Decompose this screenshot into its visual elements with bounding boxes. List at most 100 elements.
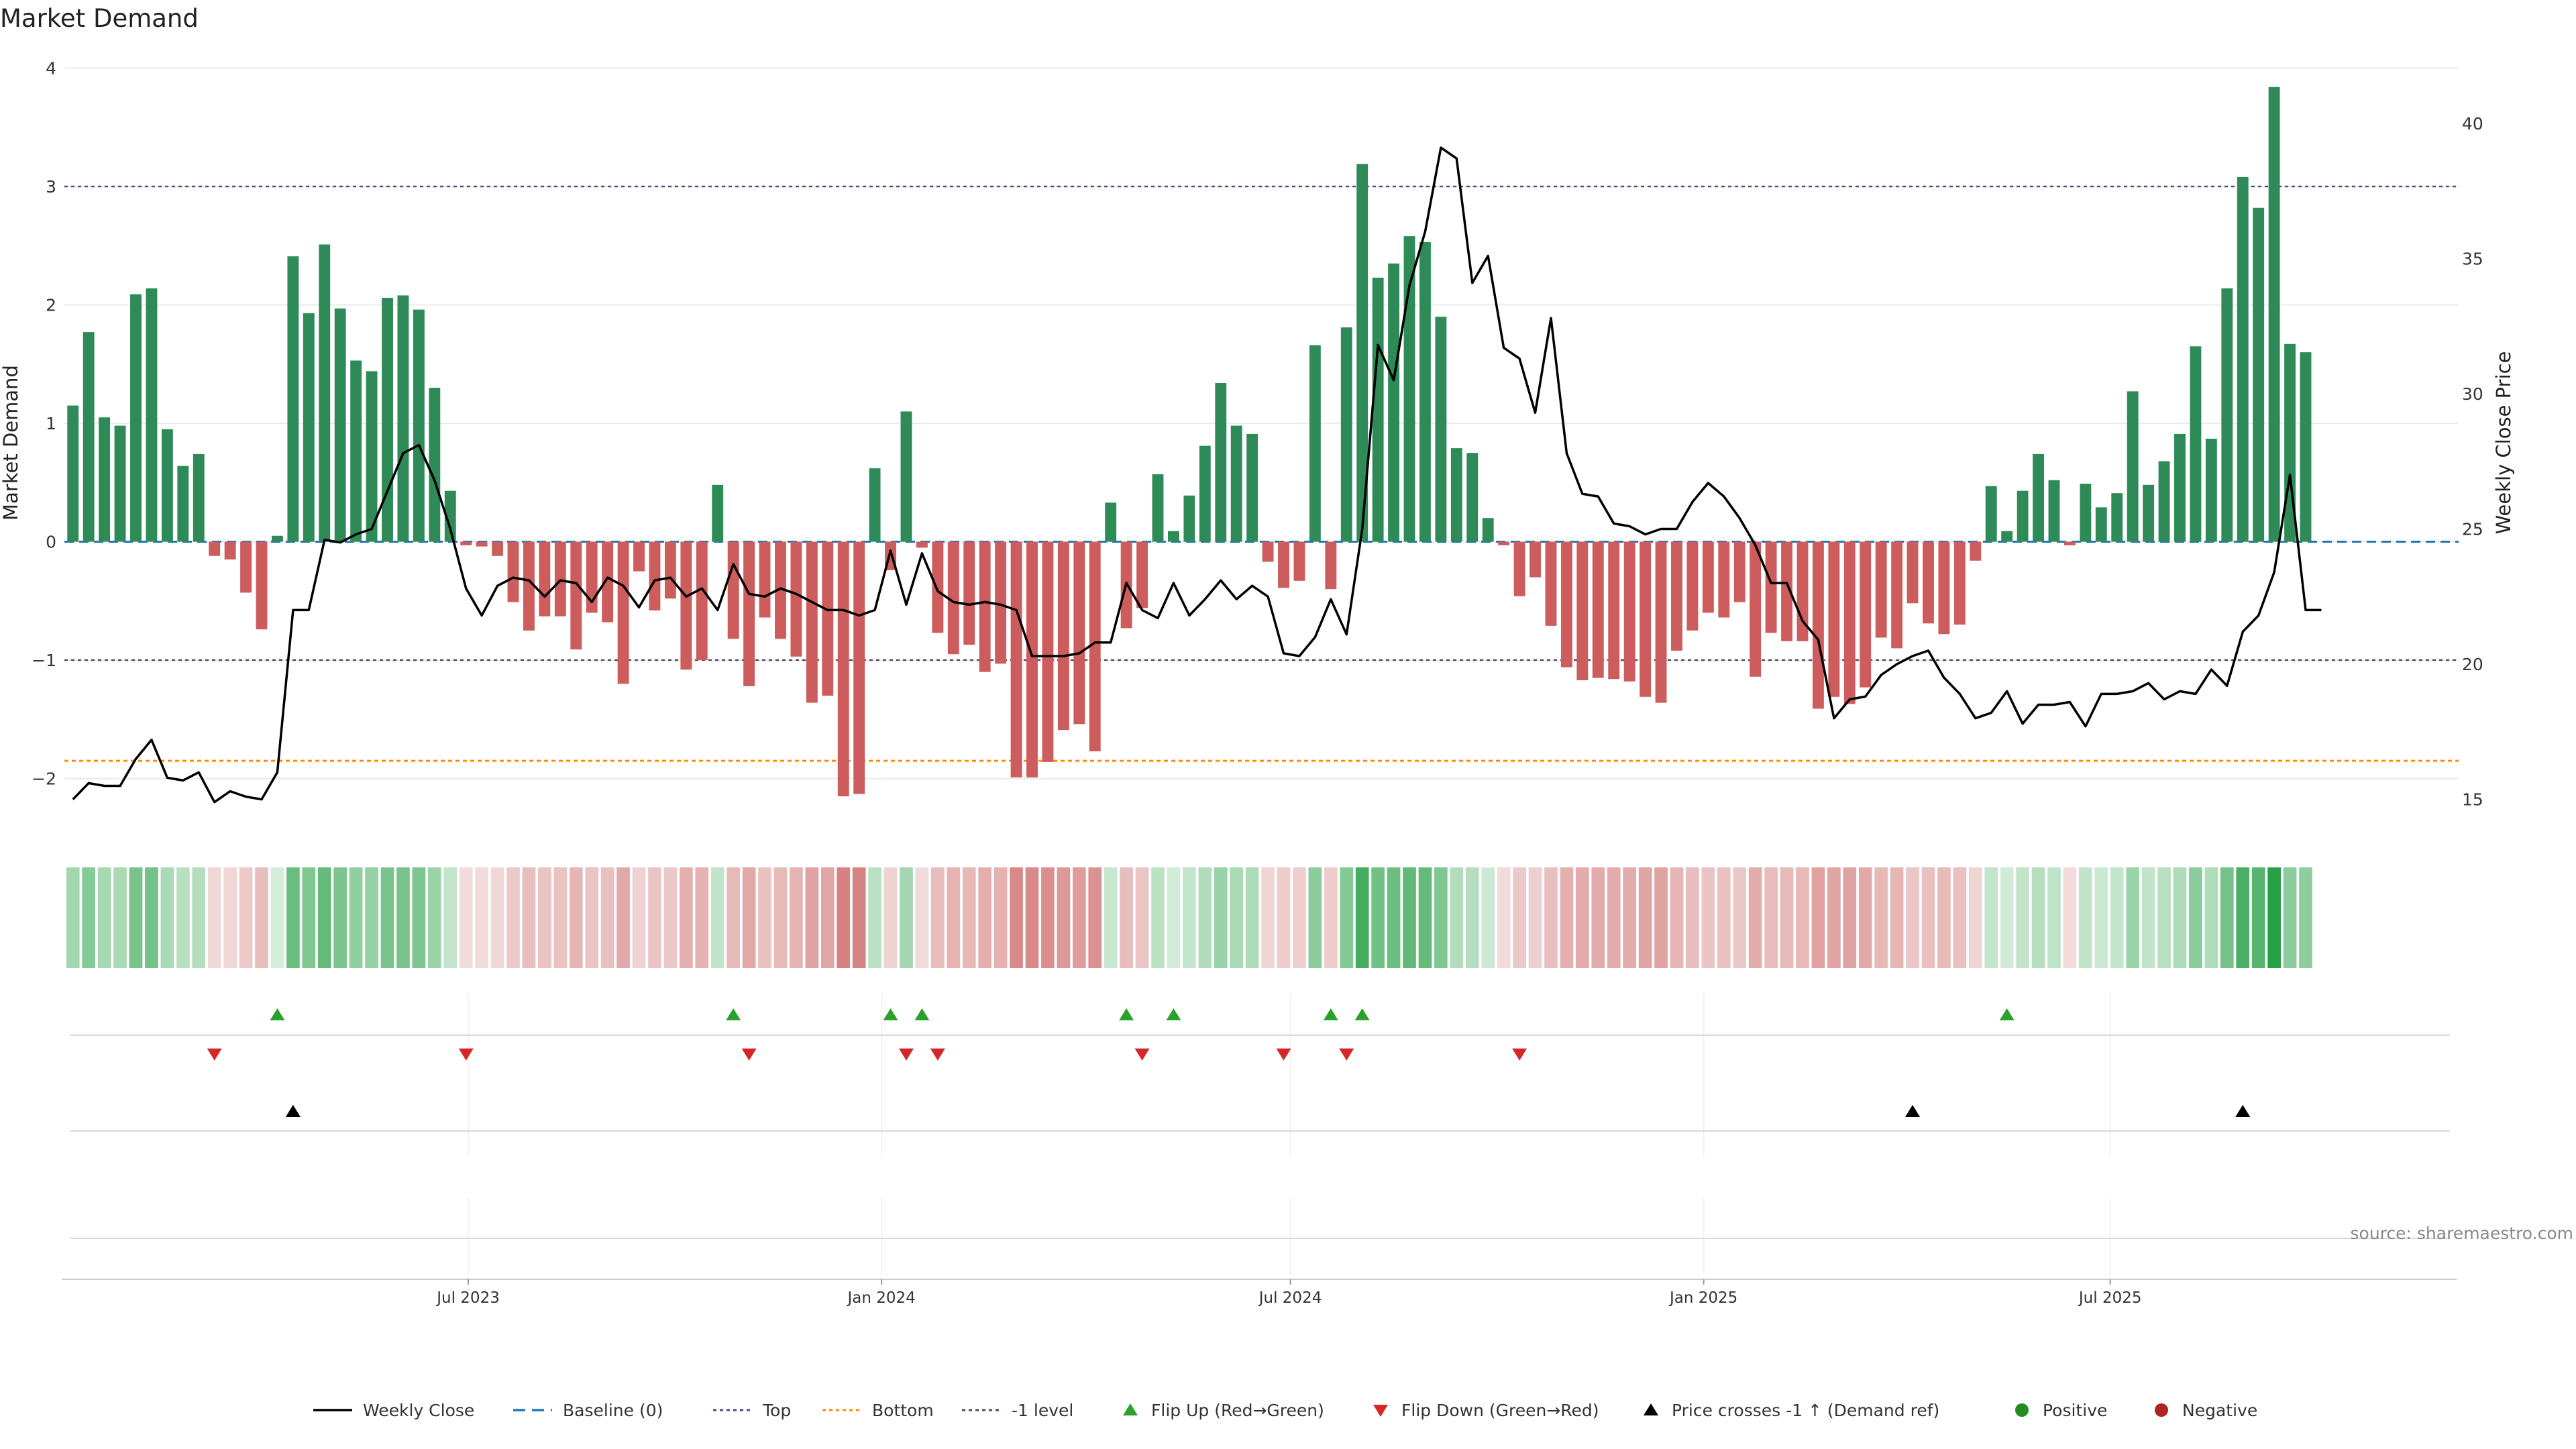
heat-cell <box>994 867 1008 968</box>
y-axis-label: Market Demand <box>0 365 22 521</box>
demand-bar <box>2127 391 2139 542</box>
flip-up-marker <box>914 1008 930 1020</box>
demand-bar <box>1891 541 1903 649</box>
demand-bar <box>1718 541 1730 618</box>
demand-bar <box>979 541 991 672</box>
legend-label: Price crosses -1 ↑ (Demand ref) <box>1672 1401 1939 1420</box>
demand-bar <box>444 490 456 542</box>
demand-bar <box>429 388 441 542</box>
heat-cell <box>1151 867 1165 968</box>
legend-label: Weekly Close <box>363 1401 474 1420</box>
weekly-close-line <box>72 146 2322 804</box>
legend-label: Negative <box>2182 1401 2257 1420</box>
heat-cell <box>1638 867 1652 968</box>
heat-cell <box>742 867 756 968</box>
heat-cell <box>1796 867 1809 968</box>
price-line-group <box>72 146 2322 804</box>
demand-bar <box>1781 541 1792 641</box>
y2-tick-label: 20 <box>2462 655 2483 674</box>
heat-cell <box>490 867 504 968</box>
heat-cell <box>380 867 394 968</box>
demand-bar <box>382 297 393 542</box>
heat-cell <box>1748 867 1762 968</box>
legend-symbol-negative <box>2155 1403 2168 1417</box>
y-tick-label: −2 <box>32 769 56 789</box>
flip-down-marker <box>741 1049 757 1061</box>
heat-cell <box>2016 867 2029 968</box>
legend-symbol-flip-down <box>1373 1405 1388 1417</box>
demand-bar <box>900 411 912 542</box>
demand-bar <box>1246 433 1258 542</box>
heat-cell <box>978 867 992 968</box>
demand-bar <box>696 541 708 661</box>
demand-bar <box>1513 541 1525 596</box>
flip-down-marker <box>1276 1049 1291 1061</box>
demand-bar <box>1152 474 1164 542</box>
y2-tick-label: 25 <box>2462 520 2483 539</box>
demand-bar <box>319 244 331 542</box>
y-tick-label: 1 <box>46 414 56 433</box>
heat-cell <box>2047 867 2061 968</box>
legend-symbol-positive <box>2015 1403 2029 1417</box>
flip-up-marker <box>726 1008 741 1020</box>
demand-bar <box>1750 541 1762 677</box>
heat-cell <box>1450 867 1464 968</box>
heat-cell <box>2063 867 2077 968</box>
demand-bar <box>2080 484 2092 542</box>
demand-bar <box>995 541 1007 664</box>
demand-bar <box>1403 236 1415 542</box>
legend-label: Flip Down (Green→Red) <box>1401 1401 1599 1420</box>
demand-bar <box>1529 541 1541 578</box>
flip-up-marker <box>1999 1008 2015 1020</box>
demand-bar <box>1545 541 1557 626</box>
heat-cell <box>648 867 661 968</box>
heat-cell <box>1057 867 1071 968</box>
heat-cell <box>1874 867 1888 968</box>
demand-bar <box>2174 433 2186 542</box>
heat-cell <box>97 867 111 968</box>
demand-bar <box>822 541 834 696</box>
heat-cell <box>1183 867 1196 968</box>
demand-bar <box>2001 531 2013 542</box>
demand-bar <box>1057 541 1069 731</box>
heat-cell <box>900 867 913 968</box>
flip-up-marker <box>883 1008 898 1020</box>
heat-cell <box>1591 867 1605 968</box>
heat-cell <box>820 867 835 968</box>
heat-cell <box>2094 867 2108 968</box>
price-cross-marker <box>2235 1105 2251 1117</box>
heat-cell <box>2031 867 2045 968</box>
heat-cell <box>883 867 898 968</box>
demand-bar <box>2033 453 2044 542</box>
legend-label: Top <box>762 1401 791 1420</box>
heat-cell <box>868 867 881 968</box>
demand-bar <box>240 541 252 593</box>
demand-bar <box>146 288 158 542</box>
demand-bar <box>947 541 959 655</box>
demand-bar <box>727 541 739 639</box>
legend-symbol-price-cross <box>1644 1403 1658 1415</box>
legend-label: -1 level <box>1012 1401 1073 1420</box>
y-tick-label: −1 <box>32 651 56 670</box>
demand-bar <box>2237 176 2249 542</box>
heat-cell <box>1497 867 1511 968</box>
heat-cell <box>773 867 788 968</box>
demand-bar <box>303 313 315 542</box>
y-axis-ticks: 4 3 2 1 0 −1 −2 <box>32 58 56 788</box>
demand-bar <box>1953 541 1966 625</box>
demand-bar <box>759 541 771 618</box>
heat-cell <box>2000 867 2014 968</box>
demand-bar <box>2063 541 2076 545</box>
heat-cell <box>2079 867 2092 968</box>
demand-bar <box>193 453 205 542</box>
demand-bar <box>2048 480 2060 542</box>
legend: Weekly Close Baseline (0) Top Bottom -1 leve… <box>313 1401 2257 1420</box>
demand-bar <box>806 541 818 703</box>
demand-bar <box>1938 541 1950 635</box>
demand-bar <box>602 541 614 623</box>
legend-label: Bottom <box>872 1401 934 1420</box>
heat-cell <box>1701 867 1715 968</box>
demand-bar <box>1482 518 1494 542</box>
y2-axis-ticks: 40 35 30 25 20 15 <box>2462 114 2483 810</box>
